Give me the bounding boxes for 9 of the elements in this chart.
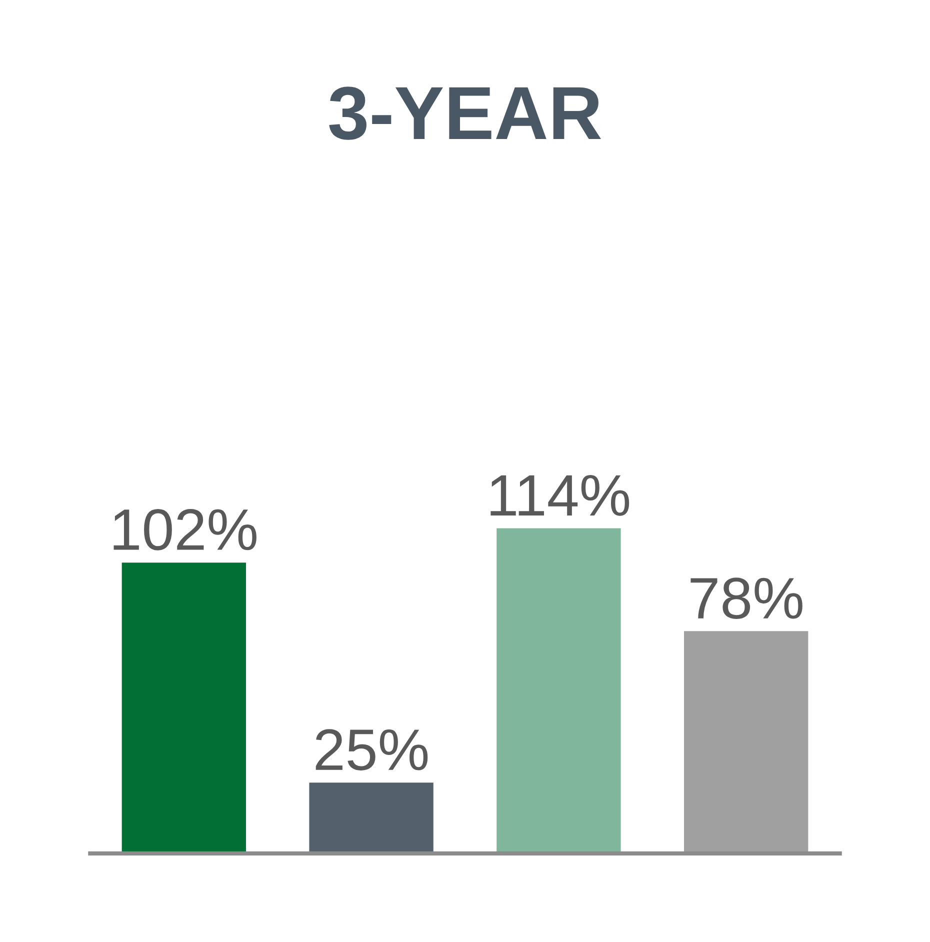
data-label: 114% (490, 474, 630, 516)
data-label: 78% (690, 578, 802, 619)
data-label: 25% (316, 729, 428, 770)
chart-title: 3-YEAR (329, 86, 601, 140)
bar (308, 781, 435, 854)
bar (495, 526, 622, 854)
bar (682, 630, 810, 854)
data-label: 102% (114, 509, 256, 550)
bar (120, 561, 248, 854)
